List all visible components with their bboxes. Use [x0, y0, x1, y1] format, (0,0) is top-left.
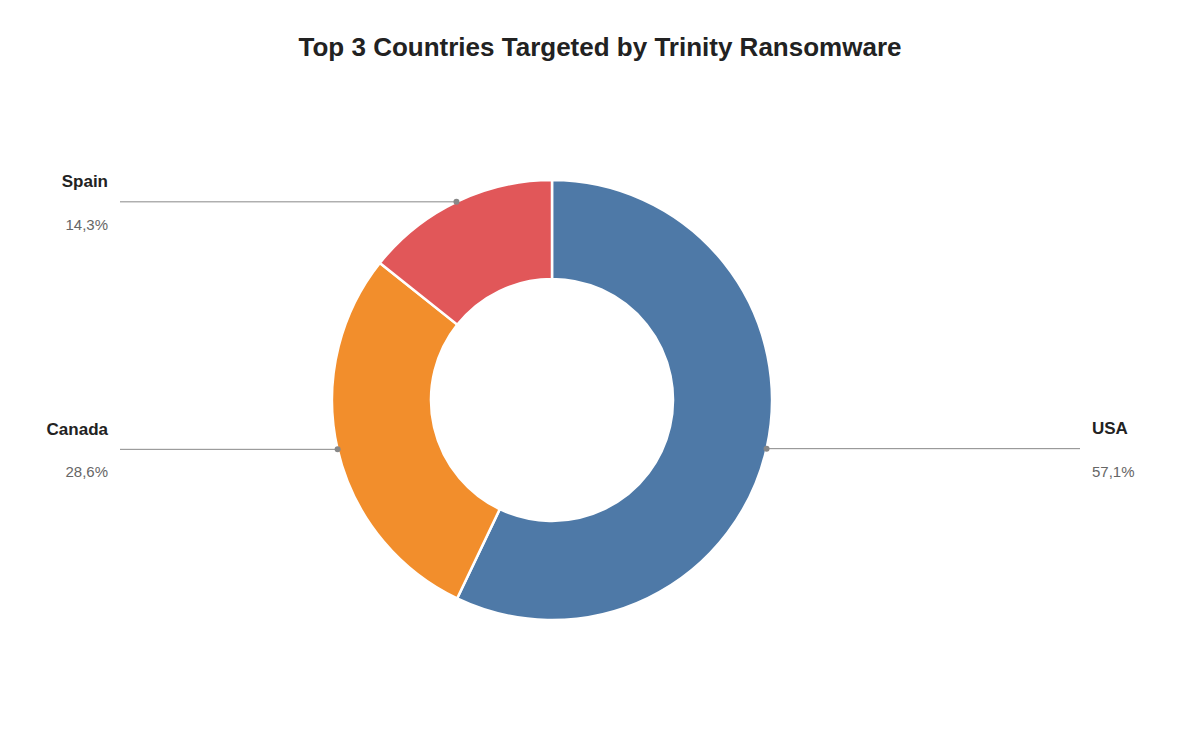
title: Top 3 Countries Targeted by Trinity Rans…: [299, 32, 902, 62]
slice-label: USA: [1092, 419, 1128, 438]
leader-dot: [764, 446, 770, 452]
slice: [332, 263, 500, 598]
slices: [332, 180, 772, 620]
labels: USA 57,1% Canada 28,6% Spain 14,3%: [47, 172, 1135, 480]
value-label: 14,3%: [65, 216, 108, 233]
leader-line: [120, 201, 456, 202]
leader-line: [767, 448, 1080, 449]
leader-dot: [453, 199, 459, 205]
leader-line: [120, 449, 338, 450]
leader-dot: [335, 446, 341, 452]
chart: Top 3 Countries Targeted by Trinity Rans…: [0, 0, 1200, 742]
value-label: 57,1%: [1092, 463, 1135, 480]
slice-label: Canada: [47, 420, 109, 439]
slice-label: Spain: [62, 172, 108, 191]
value-label: 28,6%: [65, 463, 108, 480]
